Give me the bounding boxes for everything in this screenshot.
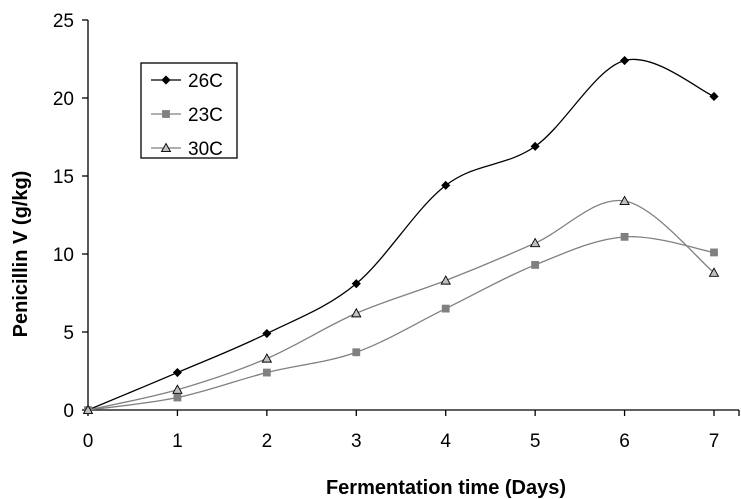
y-tick-label: 15 — [53, 167, 74, 188]
data-point-23C — [173, 393, 182, 402]
series-30C — [82, 195, 720, 415]
legend-box — [140, 62, 238, 159]
legend-label: 26C — [188, 71, 223, 92]
data-point-30C — [172, 384, 183, 394]
series-23C — [84, 232, 718, 414]
legend-marker — [161, 75, 171, 85]
data-point-23C — [352, 348, 361, 357]
series-line-23C — [87, 236, 715, 411]
y-axis-title: Penicillin V (g/kg) — [10, 171, 32, 338]
legend-label: 23C — [188, 105, 223, 126]
data-point-23C — [262, 368, 271, 377]
x-tick-label: 7 — [709, 431, 720, 452]
data-point-26C — [172, 367, 182, 378]
data-point-23C — [531, 261, 540, 269]
x-tick-label: 2 — [262, 431, 273, 452]
data-point-23C — [620, 232, 629, 241]
x-axis-ticks: 0 1 2 3 4 5 6 7 — [83, 410, 740, 452]
series-line-30C — [87, 199, 715, 411]
x-tick-label: 0 — [83, 431, 94, 452]
data-point-26C — [530, 141, 540, 151]
x-tick-label: 1 — [172, 431, 183, 452]
series-line-26C — [87, 58, 715, 411]
y-tick-label: 0 — [63, 401, 74, 422]
legend-label: 30C — [188, 139, 223, 160]
data-point-30C — [529, 237, 541, 248]
data-point-30C — [708, 267, 720, 277]
legend-item-26C: 26C — [151, 71, 223, 92]
y-axis-ticks: 0 5 10 15 20 25 — [53, 11, 88, 422]
data-point-26C — [262, 328, 272, 339]
plot-area: 0 5 10 15 20 25 0 1 2 3 4 5 6 7 — [53, 11, 740, 452]
data-point-30C — [619, 195, 630, 206]
data-point-30C — [82, 404, 94, 415]
x-axis-title: Fermentation time (Days) — [326, 477, 566, 499]
legend-marker — [162, 110, 170, 118]
data-point-30C — [261, 353, 273, 363]
y-tick-label: 5 — [63, 323, 74, 344]
x-tick-label: 6 — [619, 431, 630, 452]
data-point-26C — [620, 55, 630, 66]
legend-marker — [160, 142, 172, 153]
series-layer — [82, 55, 720, 415]
data-point-23C — [710, 248, 718, 257]
data-point-26C — [351, 279, 361, 289]
data-point-26C — [441, 180, 451, 190]
y-tick-label: 25 — [53, 11, 74, 32]
data-point-30C — [440, 275, 451, 285]
x-tick-label: 3 — [351, 431, 362, 452]
y-tick-label: 10 — [53, 245, 74, 266]
data-point-26C — [709, 91, 719, 102]
legend-item-23C: 23C — [151, 105, 223, 126]
x-tick-label: 4 — [440, 431, 451, 452]
x-tick-label: 5 — [530, 431, 541, 452]
legend: 26C 23C 30C — [140, 62, 238, 160]
y-tick-label: 20 — [53, 89, 74, 110]
legend-item-30C: 30C — [151, 139, 223, 160]
data-point-23C — [441, 304, 450, 313]
data-point-30C — [351, 307, 362, 318]
